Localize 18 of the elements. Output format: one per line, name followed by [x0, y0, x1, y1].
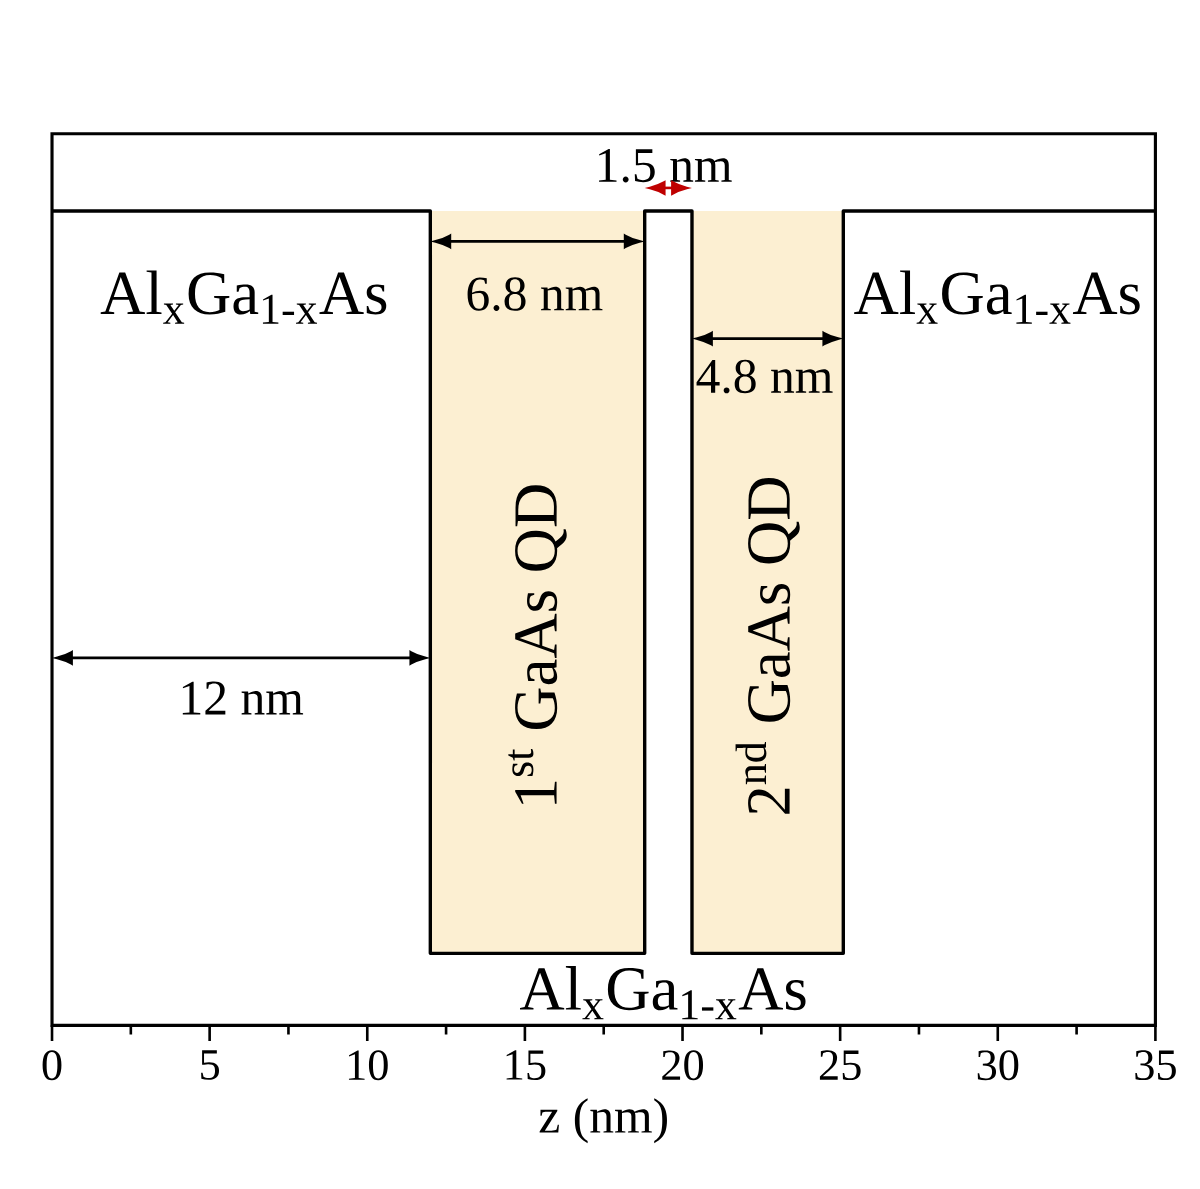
x-tick-label: 0 [42, 1050, 62, 1081]
x-tick-label: 25 [819, 1050, 861, 1081]
annotation: Al$_{x}$Ga$_{1-x}$As [100, 270, 387, 324]
x-axis-title: z (nm) [539, 1098, 667, 1144]
text: Al$_{x}$Ga$_{1-x}$As [520, 966, 806, 1020]
text: 1.5 nm [599, 149, 732, 183]
annotation: 12 nm [182, 681, 304, 715]
x-tick-label: 20 [662, 1050, 704, 1081]
annotation: Al$_{x}$Ga$_{1-x}$As [854, 270, 1140, 324]
x-tick-label: 30 [977, 1050, 1019, 1081]
x-tick-label: 35 [1135, 1050, 1176, 1081]
x-tick-label: 15 [506, 1050, 546, 1081]
annotation: 6.8 nm [467, 277, 603, 312]
x-tick-label: 5 [201, 1050, 220, 1080]
band-label: 2$^{nd}$ GaAs QD [735, 478, 800, 814]
annotation: 4.8 nm [696, 359, 833, 394]
band-label: 1$^{st}$ GaAs QD [508, 485, 567, 804]
x-tick-label: 10 [348, 1050, 388, 1081]
